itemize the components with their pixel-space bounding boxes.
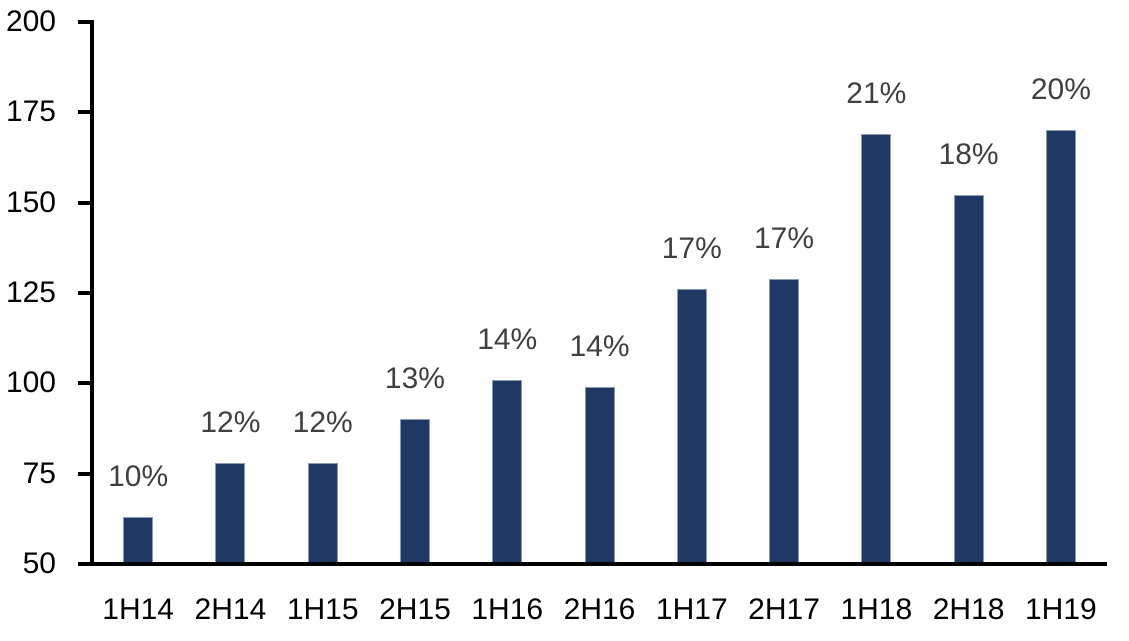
y-axis-tick-label: 50 (22, 547, 56, 580)
y-axis-tick-label: 150 (5, 185, 56, 219)
y-axis-tick-label: 75 (22, 456, 56, 490)
bar (676, 289, 707, 566)
y-axis-tick (78, 381, 90, 386)
bar (769, 278, 800, 566)
bar (861, 134, 892, 566)
x-axis-line (90, 562, 1107, 566)
bar-data-label: 17% (754, 221, 815, 255)
y-axis-tick (78, 471, 90, 476)
x-axis-category-label: 2H16 (563, 593, 636, 626)
bar-data-label: 14% (477, 322, 538, 356)
y-axis-tick-label: 100 (5, 366, 56, 400)
bar (215, 462, 246, 566)
y-axis-tick-label: 200 (5, 5, 56, 38)
x-axis-category-label: 2H14 (194, 593, 267, 626)
y-axis-tick (78, 291, 90, 295)
bar-data-label: 14% (569, 329, 630, 363)
x-axis-category-label: 2H18 (932, 593, 1005, 626)
bar (953, 195, 984, 566)
y-axis-line (90, 20, 94, 566)
x-axis-category-label: 2H15 (379, 593, 451, 626)
y-axis-tick (78, 562, 90, 566)
bar-data-label: 21% (846, 77, 907, 110)
y-axis-tick (78, 200, 90, 205)
bar-data-label: 20% (1030, 73, 1091, 107)
bar (307, 462, 338, 566)
x-axis-category-label: 2H17 (748, 593, 820, 626)
bar (123, 517, 154, 566)
x-axis-category-label: 1H14 (102, 593, 174, 626)
x-axis-category-label: 1H19 (1025, 593, 1097, 626)
bar-data-label: 10% (108, 460, 169, 494)
bar (492, 379, 523, 566)
x-axis-category-label: 1H15 (286, 593, 359, 626)
y-axis-tick (78, 110, 90, 115)
bar (584, 386, 615, 566)
x-axis-category-label: 1H18 (840, 593, 913, 626)
y-axis-tick-label: 125 (5, 276, 56, 309)
x-axis-category-label: 1H16 (471, 593, 544, 626)
bar (1045, 130, 1076, 566)
y-axis-tick (78, 20, 90, 24)
bar (399, 419, 430, 566)
bar-data-label: 18% (938, 138, 999, 172)
y-axis-tick-label: 175 (5, 95, 56, 129)
bar-data-label: 12% (292, 405, 353, 439)
bar-data-label: 13% (384, 362, 445, 396)
bar-data-label: 17% (661, 232, 722, 266)
bar-data-label: 12% (200, 405, 261, 439)
x-axis-category-label: 1H17 (655, 593, 728, 626)
